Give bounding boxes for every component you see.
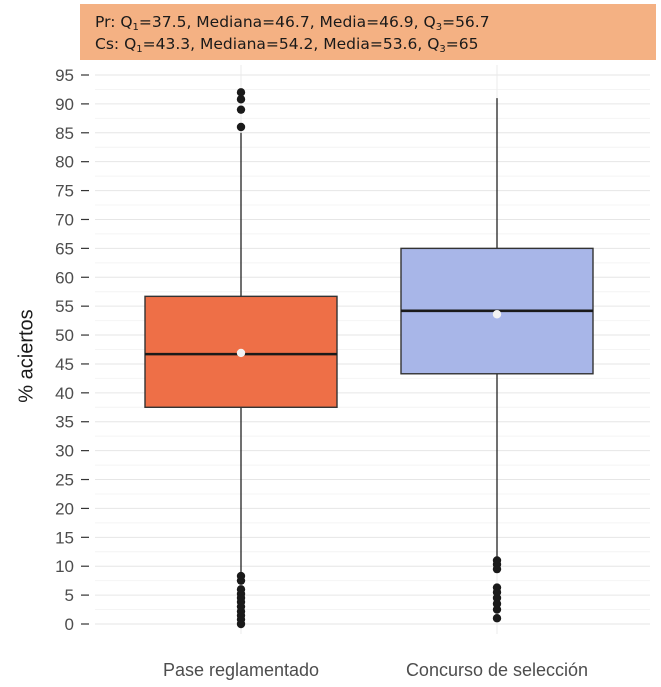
y-tick-label: 10 xyxy=(55,557,74,576)
mean-point xyxy=(492,310,502,319)
y-tick-label: 65 xyxy=(55,239,74,258)
outlier-point xyxy=(236,122,246,132)
outlier-point xyxy=(492,593,502,603)
y-tick-label: 5 xyxy=(65,586,74,605)
y-tick-label: 35 xyxy=(55,413,74,432)
outlier-point xyxy=(236,585,246,594)
outlier-point xyxy=(236,571,246,581)
y-tick-label: 85 xyxy=(55,124,74,143)
outlier-point xyxy=(492,605,502,614)
y-tick-label: 95 xyxy=(55,66,74,85)
outlier-point xyxy=(492,599,502,608)
outlier-point xyxy=(492,556,502,565)
summary-stats-box: Pr: Q1=37.5, Mediana=46.7, Media=46.9, Q… xyxy=(80,4,656,60)
outlier-point xyxy=(236,88,246,97)
y-tick-label: 45 xyxy=(55,355,74,374)
x-category-label: Concurso de selección xyxy=(406,660,588,680)
outlier-point xyxy=(492,583,502,592)
y-tick-label: 70 xyxy=(55,210,74,229)
outlier-point xyxy=(492,614,502,623)
y-tick-label: 90 xyxy=(55,95,74,114)
stats-line-pr: Pr: Q1=37.5, Mediana=46.7, Media=46.9, Q… xyxy=(95,13,490,33)
y-tick-label: 60 xyxy=(55,268,74,287)
y-tick-label: 15 xyxy=(55,528,74,547)
outlier-point xyxy=(236,95,246,104)
y-tick-label: 55 xyxy=(55,297,74,316)
y-tick-label: 25 xyxy=(55,471,74,490)
stats-line-cs: Cs: Q1=43.3, Mediana=54.2, Media=53.6, Q… xyxy=(95,35,479,55)
y-tick-label: 50 xyxy=(55,326,74,345)
y-tick-label: 20 xyxy=(55,499,74,518)
y-axis-label: % aciertos xyxy=(15,309,38,403)
y-tick-label: 0 xyxy=(65,615,74,634)
y-tick-label: 30 xyxy=(55,442,74,461)
y-tick-label: 80 xyxy=(55,153,74,172)
x-category-label: Pase reglamentado xyxy=(163,660,319,680)
outlier-point xyxy=(236,105,246,114)
y-tick-label: 75 xyxy=(55,182,74,201)
mean-point xyxy=(236,348,246,358)
y-tick-label: 40 xyxy=(55,384,74,403)
